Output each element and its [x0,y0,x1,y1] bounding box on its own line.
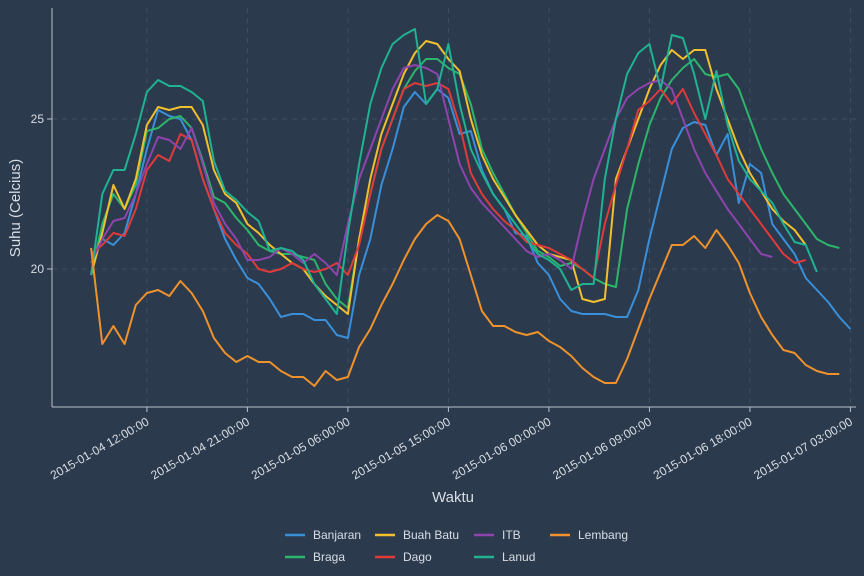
legend-label: Lembang [578,528,628,542]
series-line-lembang [90,214,840,387]
x-tick-label: 2015-01-06 18:00:00 [651,414,755,482]
legend-item: Lembang [550,528,628,542]
y-axis-title: Suhu (Celcius) [7,159,24,257]
legend-item: Dago [375,550,432,564]
x-tick-label: 2015-01-05 06:00:00 [249,414,353,482]
legend-item: Braga [285,550,345,564]
legend-label: Buah Batu [403,528,459,542]
x-tick-label: 2015-01-06 00:00:00 [450,414,554,482]
legend-label: Banjaran [313,528,361,542]
legend: Banjaran Braga Buah Batu Dago ITB Lanud Lemban… [285,528,628,564]
y-tick-label: 20 [31,262,45,276]
series-line-buah-batu [90,40,807,315]
grid-lines [52,8,856,407]
x-tick-label: 2015-01-05 15:00:00 [349,414,453,482]
x-tick-label: 2015-01-04 21:00:00 [148,414,252,482]
legend-item: ITB [474,528,521,542]
series-lines [90,28,852,387]
y-tick-label: 25 [31,112,45,126]
x-tick-label: 2015-01-06 09:00:00 [550,414,654,482]
legend-label: ITB [502,528,521,542]
legend-item: Banjaran [285,528,361,542]
legend-item: Lanud [474,550,535,564]
x-tick-label: 2015-01-04 12:00:00 [48,414,152,482]
x-tick-label: 2015-01-07 03:00:00 [751,414,855,482]
legend-label: Lanud [502,550,535,564]
legend-item: Buah Batu [375,528,459,542]
legend-label: Dago [403,550,432,564]
series-line-lanud [90,28,818,315]
x-axis-title: Waktu [432,489,474,506]
series-line-dago [90,82,807,279]
legend-label: Braga [313,550,345,564]
series-line-banjaran [90,88,852,339]
